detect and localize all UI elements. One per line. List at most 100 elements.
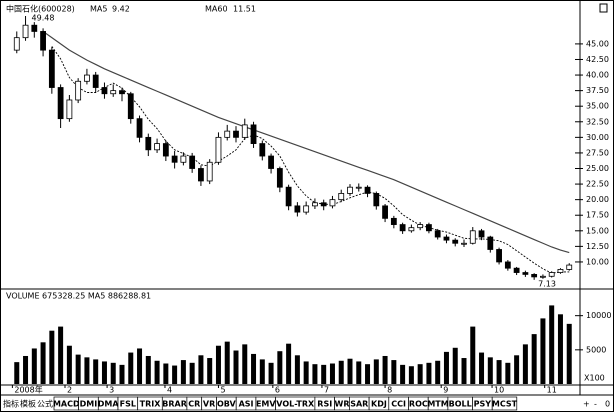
indicator-tab-label[interactable]: MTM	[427, 400, 448, 409]
y-tick-label: 20.00	[586, 195, 609, 204]
toolbar-item[interactable]: 公式	[37, 399, 53, 409]
indicator-tab-label[interactable]: FSL	[120, 400, 136, 409]
toolbar-item[interactable]: 模板	[20, 399, 36, 409]
volume-bar	[391, 360, 397, 384]
legend-name: MA5	[90, 5, 107, 14]
indicator-tab-label[interactable]: KDJ	[371, 400, 387, 409]
candle-body	[496, 249, 502, 263]
legend-value: 9.42	[112, 5, 130, 14]
candle-body	[241, 124, 248, 138]
ma-line	[51, 46, 570, 274]
legend-name: MA60	[205, 5, 228, 14]
y-tick-label: 10000	[586, 311, 611, 320]
candle-body	[417, 224, 424, 229]
candle-body	[382, 205, 388, 219]
candle-body	[303, 205, 310, 213]
candle-body	[119, 90, 125, 95]
candle-body	[426, 224, 432, 232]
volume-bar	[66, 345, 72, 384]
volume-bar	[172, 365, 178, 384]
indicator-tab-label[interactable]: EMV	[256, 400, 276, 409]
candle-body	[136, 118, 143, 138]
candle-body	[22, 24, 29, 39]
y-tick-label: 27.50	[586, 148, 609, 157]
volume-title: VOLUME 675328.25 MA5 886288.81	[6, 292, 151, 301]
y-tick-label: 12.50	[586, 242, 609, 251]
candle-body	[434, 230, 441, 238]
candle-body	[127, 93, 134, 120]
volume-bar	[321, 364, 327, 384]
indicator-tab-label[interactable]: ASI	[239, 400, 254, 409]
high-label: 49.48	[32, 13, 55, 22]
x-tick-label: 8	[387, 386, 392, 395]
indicator-tab-label[interactable]: MACD	[53, 400, 80, 409]
x-tick-label: 5	[220, 386, 225, 395]
volume-bar	[365, 364, 371, 384]
volume-bar	[338, 360, 344, 384]
zoom-button[interactable]: 0	[605, 400, 610, 409]
y-tick-label: 5000	[586, 345, 606, 354]
candle-body	[250, 124, 257, 144]
candle-body	[92, 74, 99, 88]
candle-body	[364, 186, 371, 194]
indicator-tab-label[interactable]: CCI	[391, 400, 406, 409]
indicator-tab-label[interactable]: VR	[203, 400, 215, 409]
volume-bar	[505, 362, 511, 384]
volume-bar	[540, 318, 546, 384]
candle-body	[75, 80, 82, 101]
candle-body	[504, 261, 511, 269]
volume-bar	[224, 341, 230, 384]
indicator-tab-label[interactable]: RSI	[317, 400, 332, 409]
candle-body	[312, 202, 318, 207]
indicator-tab-label[interactable]: DMA	[98, 400, 120, 409]
volume-bar	[443, 351, 449, 384]
volume-bar	[514, 355, 520, 384]
volume-bar	[207, 358, 213, 384]
volume-unit: X100	[584, 374, 605, 383]
indicator-tab[interactable]	[491, 396, 518, 411]
candle-body	[171, 155, 178, 163]
y-tick-label: 45.00	[586, 39, 609, 48]
indicator-tab-label[interactable]: DMI	[80, 400, 98, 409]
indicator-tab-label[interactable]: VOL-TRX	[276, 400, 315, 409]
indicator-tab-label[interactable]: ROC	[409, 400, 428, 409]
x-tick-label: 6	[275, 386, 280, 395]
y-tick-label: 32.50	[586, 117, 609, 126]
volume-bar	[549, 305, 555, 384]
volume-bar	[417, 364, 423, 384]
candle-body	[408, 227, 415, 232]
corner-icon[interactable]	[599, 3, 608, 13]
volume-bar	[180, 360, 186, 384]
volume-bar	[400, 364, 406, 384]
indicator-tab-label[interactable]: TRIX	[140, 400, 162, 409]
volume-bar	[329, 363, 335, 384]
volume-bar	[215, 345, 221, 384]
volume-bar	[128, 352, 134, 384]
candle-body	[320, 202, 327, 207]
volume-bar	[233, 350, 239, 384]
volume-bar	[294, 355, 300, 384]
candle-body	[487, 236, 494, 250]
indicator-tab-label[interactable]: BOLL	[449, 400, 472, 409]
toolbar-item[interactable]: 指标	[3, 399, 19, 409]
indicator-tab-label[interactable]: CR	[188, 400, 200, 409]
volume-bar	[470, 326, 476, 384]
indicator-tab-label[interactable]: SAR	[350, 400, 368, 409]
candle-body	[233, 130, 239, 138]
indicator-tab-label[interactable]: BRAR	[162, 400, 187, 409]
ma-line	[42, 30, 570, 254]
candle-body	[13, 37, 20, 51]
volume-bar	[268, 362, 274, 384]
zoom-button[interactable]: -	[594, 400, 597, 409]
candle-body	[294, 205, 301, 213]
candle-body	[154, 143, 160, 151]
indicator-tab-label[interactable]: MCST	[492, 400, 518, 409]
y-tick-label: 37.50	[586, 86, 609, 95]
zoom-button[interactable]: +	[583, 400, 590, 409]
x-tick-label: 9	[443, 386, 448, 395]
indicator-tab-label[interactable]: OBV	[217, 400, 237, 409]
indicator-tab-label[interactable]: PSY	[474, 400, 492, 409]
candle-body	[66, 99, 73, 120]
indicator-tab-label[interactable]: WR	[335, 400, 350, 409]
candle-body	[259, 143, 266, 157]
